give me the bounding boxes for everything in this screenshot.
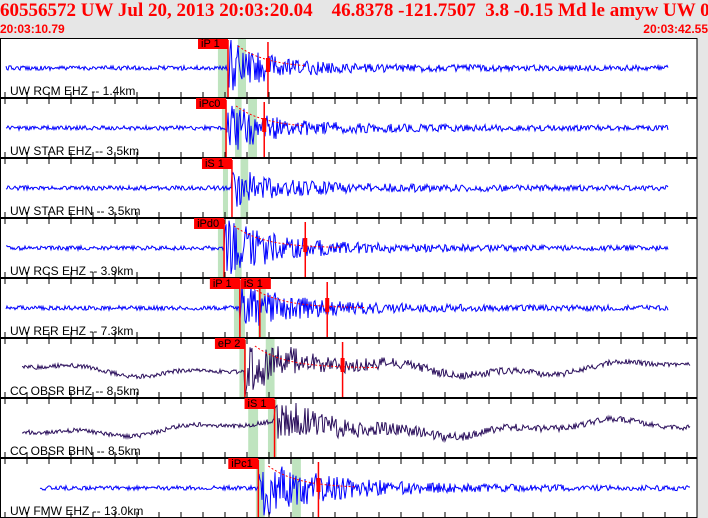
coda-window-marker	[340, 358, 345, 372]
pick-label-box	[209, 278, 240, 289]
pick-window	[248, 99, 257, 158]
waveform	[5, 105, 669, 150]
pick-label-box	[240, 278, 271, 289]
station-label: UW STAR EHZ -- 3.5km	[10, 144, 139, 158]
coda-fit	[254, 345, 379, 369]
station-label: UW RCM EHZ -- 1.4km	[10, 84, 135, 98]
waveform	[21, 346, 691, 397]
coda-window-marker	[265, 58, 270, 72]
end-time: 20:03:42.55	[643, 22, 708, 36]
station-label: UW RCS EHZ -- 3.9km	[10, 264, 133, 278]
pick-label: iS 1	[244, 278, 263, 290]
trace-plot[interactable]: iP 1 UW RCM EHZ -- 1.4km iPc0 UW STAR EHZ -…	[0, 38, 708, 518]
pick-label-box	[244, 398, 275, 409]
coda-fit	[268, 465, 357, 488]
coda-fit	[249, 285, 366, 308]
pick-window	[255, 459, 265, 518]
coda-window-marker	[262, 118, 267, 132]
pick-label: iPc0	[199, 98, 220, 110]
trace-panel: iPc1 UW FMW EHZ -- 13.0km	[0, 458, 697, 518]
trace-panel: eP 2 CC OBSR BHZ -- 8.5km	[0, 338, 697, 404]
pick-label: iP 1	[201, 38, 220, 50]
coda-fit	[237, 45, 307, 67]
station-label: CC OBSR BHN -- 8.5km	[10, 444, 141, 458]
event-title: 60556572 UW Jul 20, 2013 20:03:20.04 46.…	[0, 0, 708, 21]
pick-label-box	[194, 218, 225, 229]
station-label: UW STAR EHN -- 3.5km	[10, 204, 140, 218]
pick-window	[265, 339, 275, 398]
pick-label-box	[201, 158, 232, 169]
trace-panel: iP 1 UW RCM EHZ -- 1.4km	[0, 38, 697, 104]
waveform	[5, 171, 669, 207]
pick-window	[235, 219, 242, 278]
pick-label-box	[196, 98, 227, 109]
pick-label-box	[228, 458, 259, 469]
waveform	[39, 466, 690, 517]
waveform	[5, 285, 669, 326]
waveform	[6, 220, 669, 274]
coda-window-marker	[325, 298, 330, 312]
trace-panel: iPc0 UW STAR EHZ -- 3.5km	[0, 98, 697, 164]
pick-window	[258, 279, 266, 338]
pick-window	[222, 159, 229, 218]
pick-label: eP 2	[218, 338, 240, 350]
pick-window	[248, 399, 259, 458]
pick-label: iPc1	[231, 458, 252, 470]
pick-window	[267, 399, 277, 458]
start-time: 20:03:10.79	[0, 22, 65, 36]
pick-label: iS 1	[205, 158, 224, 170]
coda-window-marker	[303, 238, 308, 252]
trace-panel: iP 1 iS 1 UW RER EHZ -- 7.3km	[0, 278, 697, 344]
waveform	[5, 39, 669, 91]
pick-label: iP 1	[213, 278, 232, 290]
trace-panel: iS 1 UW STAR EHN -- 3.5km	[0, 158, 697, 224]
pick-label-box	[198, 38, 229, 49]
station-label: CC OBSR BHZ -- 8.5km	[10, 384, 139, 398]
coda-fit	[235, 105, 305, 127]
pick-label: iPd0	[197, 218, 219, 230]
station-label: UW RER EHZ -- 7.3km	[10, 324, 133, 338]
pick-label: iS 1	[248, 398, 267, 410]
pick-window	[217, 39, 229, 98]
pick-label-box	[214, 338, 245, 349]
pick-window	[239, 339, 247, 398]
station-label: UW FMW EHZ -- 13.0km	[10, 504, 143, 518]
waveform	[21, 402, 691, 444]
pick-window	[217, 219, 225, 278]
coda-window-marker	[316, 478, 321, 492]
coda-fit	[233, 225, 343, 248]
trace-panel: iS 1 CC OBSR BHN -- 8.5km	[0, 398, 697, 464]
